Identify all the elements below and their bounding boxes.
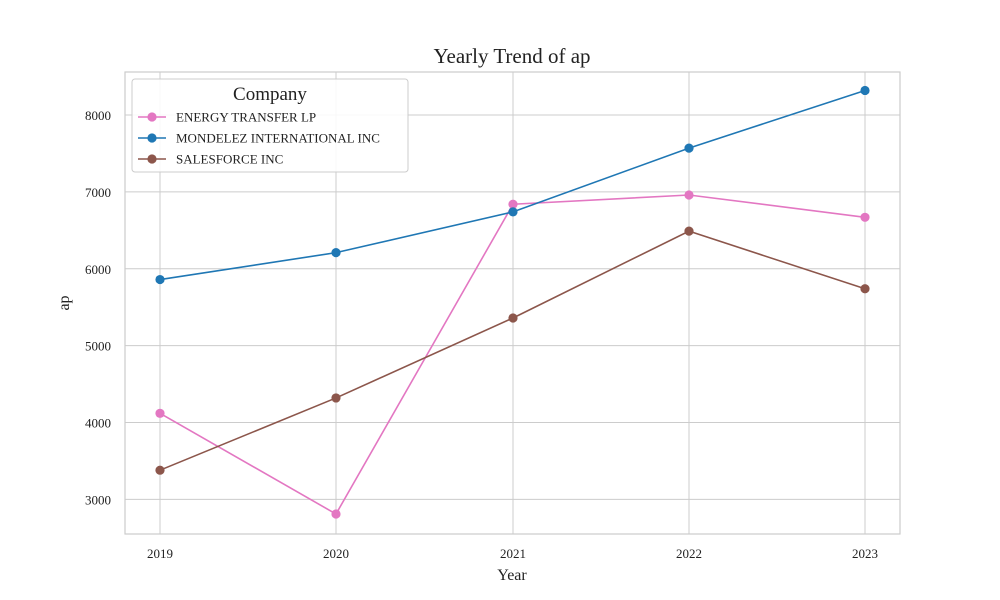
y-tick-label: 7000	[85, 185, 111, 200]
x-tick-label: 2020	[323, 546, 349, 561]
legend-box	[131, 78, 409, 173]
legend-label: ENERGY TRANSFER LP	[176, 110, 316, 125]
data-point	[860, 284, 870, 294]
data-point	[155, 465, 165, 475]
data-point	[860, 212, 870, 222]
legend-entry: MONDELEZ INTERNATIONAL INC	[138, 131, 380, 146]
y-axis-label: ap	[56, 295, 73, 310]
x-tick-labels: 2019 2020 2021 2022 2023	[147, 546, 878, 561]
legend-entries: ENERGY TRANSFER LP MONDELEZ INTERNATIONAL…	[138, 110, 380, 167]
series-0	[155, 190, 870, 519]
legend: Company ENERGY TRANSFER LP MONDELEZ INTER…	[131, 78, 409, 173]
data-point	[684, 226, 694, 236]
y-tick-label: 6000	[85, 262, 111, 277]
y-tick-label: 8000	[85, 108, 111, 123]
legend-title: Company	[233, 84, 307, 105]
data-point	[508, 207, 518, 217]
legend-marker-swatch	[147, 133, 157, 143]
legend-entry: SALESFORCE INC	[138, 152, 283, 167]
x-tick-label: 2023	[852, 546, 878, 561]
data-point	[155, 274, 165, 285]
x-tick-label: 2022	[676, 546, 702, 561]
data-point	[331, 248, 341, 258]
legend-marker-swatch	[147, 154, 157, 164]
data-point	[155, 408, 165, 418]
legend-entry: ENERGY TRANSFER LP	[138, 110, 316, 125]
data-point	[684, 190, 694, 200]
chart-title: Yearly Trend of ap	[433, 44, 590, 68]
legend-label: SALESFORCE INC	[176, 152, 283, 167]
legend-marker-swatch	[147, 112, 157, 122]
y-tick-label: 5000	[85, 339, 111, 354]
x-tick-label: 2019	[147, 546, 173, 561]
y-tick-label: 4000	[85, 416, 111, 431]
legend-label: MONDELEZ INTERNATIONAL INC	[176, 131, 380, 146]
data-point	[331, 509, 341, 519]
series-layer	[155, 85, 870, 519]
data-point	[508, 313, 518, 323]
series-1	[155, 85, 870, 285]
data-point	[331, 393, 341, 403]
series-2	[155, 226, 870, 475]
plot-frame	[124, 71, 901, 535]
data-point	[508, 199, 518, 209]
x-axis-label: Year	[497, 567, 527, 584]
y-tick-labels: 3000 4000 5000 6000 7000 8000	[85, 108, 111, 507]
data-point	[860, 85, 870, 96]
data-point	[684, 143, 694, 153]
y-tick-label: 3000	[85, 492, 111, 507]
x-tick-label: 2021	[500, 546, 526, 561]
